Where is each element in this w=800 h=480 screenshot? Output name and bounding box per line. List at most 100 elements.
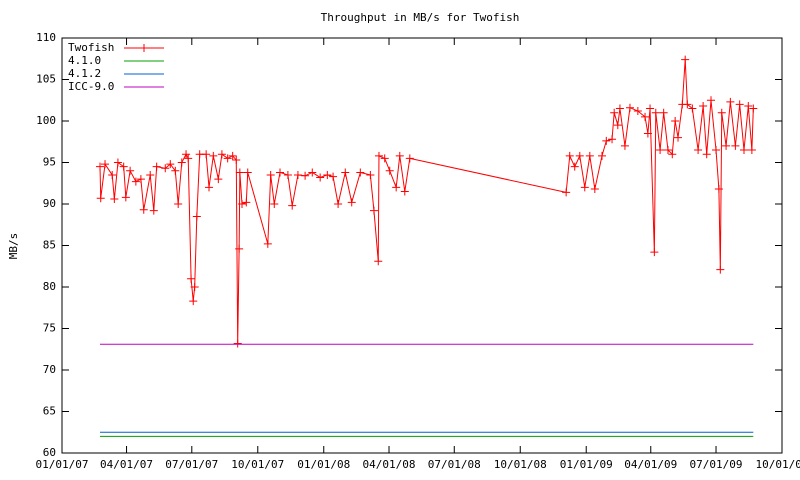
x-tick-label: 07/01/09: [690, 458, 743, 471]
point-marker: [641, 112, 650, 121]
point-marker: [347, 198, 356, 207]
x-tick-label: 04/01/09: [624, 458, 677, 471]
point-marker: [308, 168, 317, 177]
point-marker: [171, 166, 180, 175]
point-marker: [374, 257, 383, 266]
point-marker: [749, 104, 758, 113]
point-marker: [722, 141, 731, 150]
point-marker: [152, 162, 161, 171]
point-marker: [329, 172, 338, 181]
point-marker: [209, 151, 218, 160]
point-marker: [232, 156, 241, 165]
point-marker: [121, 193, 130, 202]
point-marker: [139, 205, 148, 214]
point-marker: [688, 104, 697, 113]
point-marker: [656, 146, 665, 155]
x-tick-label: 10/01/08: [494, 458, 547, 471]
x-tick-label: 10/01/07: [231, 458, 284, 471]
point-marker: [615, 104, 624, 113]
point-marker: [233, 339, 242, 348]
point-marker: [263, 239, 272, 248]
plot-border: [61, 37, 783, 454]
point-marker: [683, 100, 692, 109]
point-marker: [739, 146, 748, 155]
series-line: [99, 59, 754, 344]
point-marker: [585, 151, 594, 160]
point-marker: [182, 150, 191, 159]
point-marker: [575, 151, 584, 160]
point-marker: [366, 170, 375, 179]
point-marker: [149, 206, 158, 215]
point-marker: [570, 162, 579, 171]
legend-label: ICC-9.0: [68, 80, 114, 93]
y-tick-label: 105: [36, 73, 56, 86]
point-marker: [590, 185, 599, 194]
point-marker: [565, 151, 574, 160]
point-marker: [96, 162, 105, 171]
y-tick-label: 80: [43, 280, 56, 293]
y-tick-label: 85: [43, 239, 56, 252]
point-marker: [108, 170, 117, 179]
point-marker: [385, 166, 394, 175]
point-marker: [650, 248, 659, 257]
point-marker: [242, 198, 251, 207]
x-tick-label: 07/01/08: [428, 458, 481, 471]
point-marker: [110, 195, 119, 204]
point-marker: [126, 166, 135, 175]
point-marker: [674, 133, 683, 142]
point-marker: [136, 175, 145, 184]
x-tick-label: 04/01/08: [363, 458, 416, 471]
x-tick-label: 01/01/08: [297, 458, 350, 471]
point-marker: [580, 183, 589, 192]
point-marker: [744, 102, 753, 111]
point-marker: [276, 168, 285, 177]
point-marker: [707, 96, 716, 105]
point-marker: [323, 170, 332, 179]
point-marker: [356, 168, 365, 177]
y-axis-label: MB/s: [7, 233, 20, 260]
point-marker: [177, 158, 186, 167]
y-tick-label: 90: [43, 197, 56, 210]
x-tick-label: 10/01/09: [756, 458, 800, 471]
point-marker: [243, 168, 252, 177]
x-tick-label: 01/01/09: [560, 458, 613, 471]
point-marker: [293, 170, 302, 179]
point-marker: [620, 141, 629, 150]
point-marker: [113, 158, 122, 167]
y-tick-label: 75: [43, 322, 56, 335]
point-marker: [184, 154, 193, 163]
point-marker: [668, 150, 677, 159]
point-marker: [205, 183, 214, 192]
point-marker: [288, 201, 297, 210]
point-marker: [633, 107, 642, 116]
legend-label: 4.1.2: [68, 67, 101, 80]
point-marker: [166, 160, 175, 169]
point-marker: [161, 164, 170, 173]
y-tick-label: 60: [43, 446, 56, 459]
point-marker: [266, 170, 275, 179]
point-marker: [562, 188, 571, 197]
point-marker: [374, 151, 383, 160]
point-marker: [190, 283, 199, 291]
point-marker: [217, 150, 226, 159]
point-marker: [369, 206, 378, 215]
point-marker: [726, 97, 735, 106]
y-tick-label: 95: [43, 156, 56, 169]
point-marker: [96, 194, 105, 203]
point-marker: [202, 150, 211, 159]
x-tick-label: 07/01/07: [165, 458, 218, 471]
point-marker: [712, 146, 721, 155]
point-marker: [731, 141, 740, 150]
x-tick-label: 01/01/07: [36, 458, 89, 471]
point-marker: [189, 297, 198, 306]
point-marker: [270, 200, 279, 208]
y-tick-label: 65: [43, 405, 56, 418]
point-marker: [316, 173, 325, 182]
point-marker: [101, 160, 110, 169]
point-marker: [663, 146, 672, 155]
legend-label: 4.1.0: [68, 54, 101, 67]
point-marker: [735, 100, 744, 109]
point-marker: [174, 200, 183, 208]
point-marker: [334, 200, 343, 208]
